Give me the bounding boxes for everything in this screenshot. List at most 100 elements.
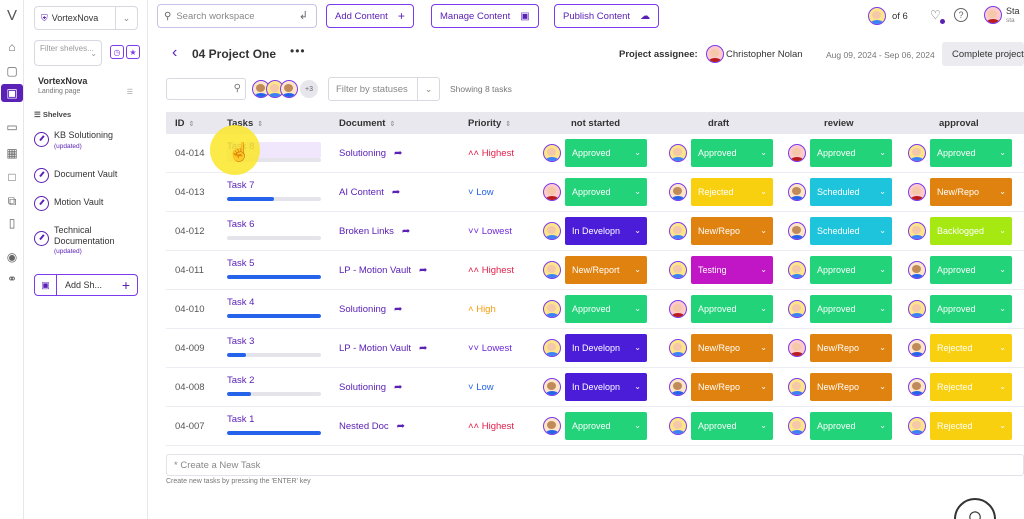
manage-content-button[interactable]: Manage Content ▣	[431, 4, 539, 28]
avatar[interactable]	[543, 378, 561, 396]
globe-icon[interactable]: ◉	[6, 250, 18, 264]
status-select[interactable]: Testing ⌄	[691, 256, 773, 284]
status-select[interactable]: In Developn ⌄	[565, 217, 647, 245]
table-row[interactable]: 04-009 Task 3 LP - Motion Vault ➦ ˅˅ Lowest I…	[166, 329, 1024, 368]
priority-label[interactable]: ˄ High	[468, 304, 496, 315]
avatar[interactable]	[788, 144, 806, 162]
shelf-item-kb-solutioning[interactable]: KB Solutioning (updated)	[34, 130, 142, 156]
status-select[interactable]: Approved ⌄	[810, 412, 892, 440]
avatar[interactable]	[908, 222, 926, 240]
task-name[interactable]: Task 4	[227, 297, 255, 308]
status-select[interactable]: Approved ⌄	[565, 295, 647, 323]
status-select[interactable]: Approved ⌄	[810, 139, 892, 167]
avatar[interactable]	[543, 261, 561, 279]
clock-filter-button[interactable]: ◷	[110, 45, 124, 59]
chevron-down-icon[interactable]: ⌄	[115, 7, 137, 29]
avatar[interactable]	[669, 144, 687, 162]
home-icon[interactable]: ⌂	[8, 40, 16, 54]
status-select[interactable]: New/Report ⌄	[565, 256, 647, 284]
status-select[interactable]: Scheduled ⌄	[810, 217, 892, 245]
status-select[interactable]: Approved ⌄	[930, 295, 1012, 323]
back-chevron-icon[interactable]: ‹	[172, 44, 178, 61]
avatar[interactable]	[908, 144, 926, 162]
status-select[interactable]: Backlogged ⌄	[930, 217, 1012, 245]
avatar[interactable]	[788, 339, 806, 357]
pages-icon[interactable]: ☰	[126, 89, 133, 96]
status-select[interactable]: New/Repo ⌄	[810, 373, 892, 401]
avatar[interactable]	[669, 261, 687, 279]
document-link[interactable]: Nested Doc ➦	[339, 421, 405, 432]
folder-icon[interactable]: □	[8, 170, 16, 184]
status-select[interactable]: Approved ⌄	[565, 412, 647, 440]
share-icon[interactable]: ➦	[419, 265, 428, 276]
avatar[interactable]	[908, 300, 926, 318]
share-icon[interactable]: ➦	[394, 304, 403, 315]
task-name[interactable]: Task 7	[227, 180, 255, 191]
avatar[interactable]	[543, 417, 561, 435]
monitor-icon[interactable]: ▣	[1, 84, 23, 102]
shelf-item-motion-vault[interactable]: Motion Vault	[34, 194, 142, 214]
avatar[interactable]	[543, 144, 561, 162]
task-name[interactable]: Task 2	[227, 375, 255, 386]
status-select[interactable]: Rejected ⌄	[930, 334, 1012, 362]
avatar[interactable]	[669, 339, 687, 357]
task-search-input[interactable]: ⚲	[166, 78, 246, 100]
status-select[interactable]: Approved ⌄	[691, 412, 773, 440]
task-name[interactable]: Task 3	[227, 336, 255, 347]
status-select[interactable]: Scheduled ⌄	[810, 178, 892, 206]
complete-project-button[interactable]: Complete project	[942, 42, 1024, 66]
workspace-name[interactable]: VortexNova	[38, 76, 88, 86]
search-input[interactable]: ⚲ Search workspace ↲	[157, 4, 317, 28]
avatar[interactable]	[543, 222, 561, 240]
status-select[interactable]: In Developn ⌄	[565, 334, 647, 362]
chat-icon[interactable]: ▢	[6, 64, 18, 78]
avatar[interactable]	[908, 339, 926, 357]
avatar[interactable]	[669, 417, 687, 435]
document-link[interactable]: Broken Links ➦	[339, 226, 410, 237]
help-icon[interactable]: ?	[954, 8, 968, 22]
avatar[interactable]	[788, 378, 806, 396]
user-name[interactable]: Sta	[1006, 6, 1020, 16]
avatar[interactable]	[908, 183, 926, 201]
copy-icon[interactable]: ⧉	[7, 193, 17, 208]
trash-icon[interactable]: ▯	[8, 216, 16, 230]
status-select[interactable]: Rejected ⌄	[930, 412, 1012, 440]
status-select[interactable]: Approved ⌄	[930, 139, 1012, 167]
priority-label[interactable]: ˅ Low	[468, 187, 494, 198]
share-icon[interactable]: ➦	[394, 148, 403, 159]
user-avatar[interactable]	[984, 6, 1002, 24]
document-link[interactable]: LP - Motion Vault ➦	[339, 343, 427, 354]
priority-label[interactable]: ˅˅ Lowest	[468, 343, 512, 354]
document-link[interactable]: Solutioning ➦	[339, 382, 402, 393]
document-link[interactable]: LP - Motion Vault ➦	[339, 265, 427, 276]
avatar[interactable]	[669, 222, 687, 240]
status-select[interactable]: New/Repo ⌄	[691, 334, 773, 362]
workspace-select[interactable]: ⛨ VortexNova ⌄	[34, 6, 138, 30]
status-select[interactable]: Approved ⌄	[691, 139, 773, 167]
grid-icon[interactable]: ▦	[6, 146, 18, 160]
avatar[interactable]	[543, 300, 561, 318]
priority-label[interactable]: ˅ Low	[468, 382, 494, 393]
status-select[interactable]: Approved ⌄	[565, 139, 647, 167]
priority-label[interactable]: ˄˄ Highest	[468, 265, 514, 276]
status-select[interactable]: Rejected ⌄	[930, 373, 1012, 401]
bell-icon[interactable]: ♡	[930, 8, 941, 22]
add-content-button[interactable]: Add Content +	[326, 4, 414, 28]
avatar[interactable]	[788, 417, 806, 435]
new-task-input[interactable]: * Create a New Task	[166, 454, 1024, 476]
add-shelf-button[interactable]: ▣ Add Sh... +	[34, 274, 138, 296]
status-select[interactable]: New/Repo ⌄	[930, 178, 1012, 206]
assignee-avatar[interactable]	[706, 45, 724, 63]
document-link[interactable]: Solutioning ➦	[339, 304, 402, 315]
status-select[interactable]: New/Repo ⌄	[691, 217, 773, 245]
task-name[interactable]: Task 6	[227, 219, 255, 230]
avatar[interactable]	[908, 417, 926, 435]
shelf-item-document-vault[interactable]: Document Vault	[34, 166, 142, 186]
status-filter-select[interactable]: Filter by statuses ⌄	[328, 77, 440, 101]
filter-shelves-input[interactable]: Filter shelves... ⌄	[34, 40, 102, 66]
table-row[interactable]: 04-007 Task 1 Nested Doc ➦ ˄˄ Highest Approve…	[166, 407, 1024, 446]
share-icon[interactable]: ➦	[401, 226, 411, 237]
status-select[interactable]: Approved ⌄	[810, 295, 892, 323]
column-header-id[interactable]: ID ⇕	[175, 118, 195, 129]
avatar[interactable]	[788, 222, 806, 240]
